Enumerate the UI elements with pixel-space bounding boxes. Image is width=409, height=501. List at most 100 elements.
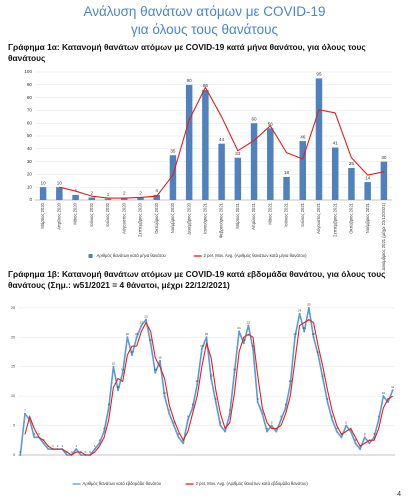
point <box>172 424 175 427</box>
data-label: 2 <box>91 191 94 196</box>
bar <box>315 78 323 200</box>
data-label: 1 <box>75 444 77 448</box>
bar <box>331 147 339 200</box>
x-tick-label: Μάιος 2020 <box>73 202 78 224</box>
data-label: 11 <box>117 385 120 389</box>
data-label: 21 <box>237 326 241 330</box>
point <box>168 412 171 415</box>
data-label: 1 <box>52 444 54 448</box>
point <box>382 395 385 398</box>
page-title: για όλους τους θανάτους <box>131 22 278 37</box>
y-tick-label: 60 <box>27 120 33 125</box>
data-label: 19 <box>149 338 153 342</box>
point <box>247 324 250 327</box>
x-tick-label: Απρίλιος 2021 <box>251 202 256 230</box>
bar <box>234 157 242 200</box>
data-label: 30 <box>381 155 387 160</box>
data-label: 12 <box>196 379 200 383</box>
point <box>279 418 282 421</box>
chart-heading: Γράφημα 1β: Κατανομή θανάτων ατόμων με C… <box>8 269 386 290</box>
point <box>117 389 120 392</box>
page-title: Ανάλυση θανάτων ατόμων με COVID-19 <box>83 4 326 19</box>
data-label: 10 <box>382 391 386 395</box>
data-label: 5 <box>173 420 175 424</box>
bar <box>267 128 274 200</box>
data-label: 41 <box>333 141 339 146</box>
point <box>98 442 101 445</box>
data-label: 13 <box>209 373 213 377</box>
y-tick-label: 10 <box>11 394 15 398</box>
point <box>205 336 208 339</box>
point <box>266 430 269 433</box>
data-label: 6 <box>280 414 282 418</box>
data-label: 0 <box>19 450 21 454</box>
data-label: 4 <box>103 426 105 430</box>
bar <box>380 161 388 200</box>
data-label: 16 <box>158 356 162 360</box>
point <box>47 448 50 451</box>
point <box>298 312 301 315</box>
point <box>144 318 147 321</box>
bar <box>202 89 209 200</box>
data-label: 0 <box>85 450 87 454</box>
point <box>349 430 352 433</box>
bar <box>121 197 128 200</box>
data-label: 1 <box>61 444 63 448</box>
bar <box>56 187 63 200</box>
point <box>121 371 124 374</box>
x-tick-label: Απρίλιος 2020 <box>56 202 61 230</box>
x-tick-label: Νοέμβριος 2020 <box>170 202 175 233</box>
y-tick-label: 5 <box>13 424 15 428</box>
bar <box>185 84 193 200</box>
bar <box>218 143 225 200</box>
point <box>182 442 185 445</box>
x-tick-label: Οκτώβριος 2020 <box>154 202 159 233</box>
point <box>93 448 96 451</box>
data-label: 1 <box>57 444 59 448</box>
data-label: 14 <box>365 175 371 180</box>
data-label: 7 <box>24 409 26 413</box>
point <box>312 336 315 339</box>
point <box>42 442 45 445</box>
point <box>363 436 366 439</box>
y-tick-label: 90 <box>27 82 33 87</box>
data-label: 33 <box>235 151 241 156</box>
data-label: 10 <box>41 180 47 185</box>
data-label: 20 <box>135 332 139 336</box>
bar <box>153 194 160 200</box>
y-tick-label: 0 <box>29 197 32 202</box>
data-label: 8 <box>192 403 194 407</box>
point <box>158 359 161 362</box>
line <box>19 307 394 456</box>
y-tick-label: 15 <box>11 365 15 369</box>
point <box>261 412 264 415</box>
x-tick-label: Ιούνιος 2021 <box>284 202 289 226</box>
data-label: 1 <box>94 444 96 448</box>
y-tick-label: 10 <box>27 184 33 189</box>
point <box>196 383 199 386</box>
data-label: 20 <box>126 332 130 336</box>
x-tick-label: Αύγουστος 2020 <box>121 202 126 233</box>
x-tick-label: Ιούλιος 2021 <box>300 202 305 226</box>
data-label: 15 <box>112 362 116 366</box>
x-tick-label: Μάρτιος 2021 <box>235 202 240 228</box>
line <box>24 319 393 456</box>
y-tick-label: 25 <box>11 306 15 310</box>
bar <box>169 155 177 200</box>
point <box>224 430 227 433</box>
y-tick-label: 70 <box>27 108 33 113</box>
y-tick-label: 40 <box>27 146 33 151</box>
point <box>103 430 106 433</box>
legend-swatch <box>88 254 93 258</box>
point <box>107 406 110 409</box>
point <box>65 454 68 456</box>
data-label: 4 <box>266 426 268 430</box>
data-label: 22 <box>247 320 251 324</box>
point <box>214 401 217 404</box>
legend-label: 2 per. Mov. Avg. (Αριθμός θανάτων κατά ε… <box>196 481 309 486</box>
data-label: 4 <box>155 188 158 193</box>
point <box>126 336 129 339</box>
data-label: 5 <box>271 420 273 424</box>
data-label: 20 <box>312 332 316 336</box>
